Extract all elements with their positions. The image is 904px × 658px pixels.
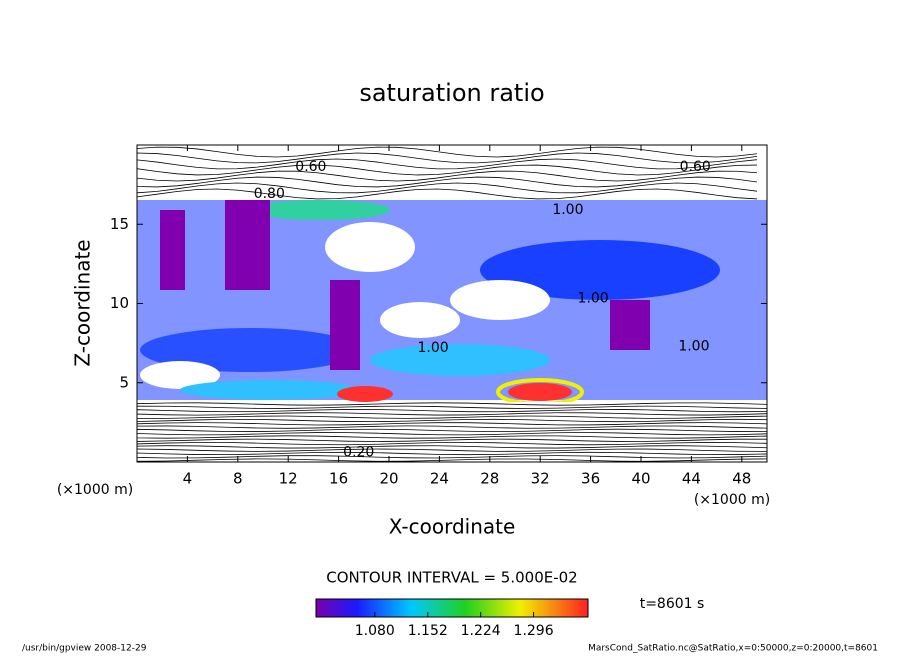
contour-line bbox=[137, 442, 767, 446]
contour-line bbox=[137, 188, 758, 200]
x-unit-left: (×1000 m) bbox=[57, 482, 133, 498]
contour-line bbox=[137, 422, 767, 426]
cloud-blob bbox=[330, 280, 360, 370]
y-tick-label: 15 bbox=[110, 215, 129, 233]
colorbar-tick-label: 1.152 bbox=[408, 623, 448, 639]
contour-line bbox=[137, 455, 767, 459]
chart-title: saturation ratio bbox=[359, 79, 544, 107]
x-tick-label: 32 bbox=[531, 470, 550, 488]
contour-label: 1.00 bbox=[678, 338, 709, 354]
contour-label: 0.80 bbox=[254, 186, 285, 202]
contour-line bbox=[137, 432, 767, 436]
contour-line bbox=[137, 435, 767, 439]
cloud-blob bbox=[480, 240, 720, 300]
contour-label: 0.20 bbox=[343, 444, 374, 460]
contour-line bbox=[137, 425, 767, 429]
contour-line bbox=[137, 170, 758, 182]
colorbar bbox=[315, 598, 589, 618]
cloud-blob bbox=[180, 380, 360, 400]
contour-line bbox=[137, 164, 758, 176]
cloud-blob bbox=[508, 383, 572, 401]
clear-region bbox=[450, 280, 550, 320]
clear-region bbox=[325, 222, 415, 272]
contour-label: 1.00 bbox=[552, 202, 583, 218]
contour-lines bbox=[137, 146, 767, 462]
contour-label: 1.00 bbox=[418, 340, 449, 356]
x-tick-label: 16 bbox=[329, 470, 348, 488]
contour-line bbox=[137, 146, 758, 158]
cloud-blob bbox=[250, 200, 390, 220]
contour-line bbox=[137, 458, 767, 462]
cloud-blob bbox=[610, 300, 650, 350]
contour-line bbox=[137, 448, 767, 452]
footer-left: /usr/bin/gpview 2008-12-29 bbox=[22, 644, 147, 654]
contour-line bbox=[137, 415, 767, 419]
footer-right: MarsCond_SatRatio.nc@SatRatio,x=0:50000,… bbox=[588, 644, 878, 654]
x-tick-label: 8 bbox=[233, 470, 243, 488]
cloud-blob bbox=[370, 344, 550, 376]
contour-line bbox=[137, 182, 758, 194]
y-tick-label: 5 bbox=[119, 373, 129, 391]
contour-label: 0.60 bbox=[295, 159, 326, 175]
clear-region bbox=[380, 302, 460, 338]
x-tick-label: 48 bbox=[732, 470, 751, 488]
field bbox=[137, 145, 767, 462]
x-tick-label: 40 bbox=[631, 470, 650, 488]
x-tick-label: 12 bbox=[279, 470, 298, 488]
x-axis-label: X-coordinate bbox=[389, 515, 516, 539]
contour-line bbox=[137, 409, 767, 413]
contour-line bbox=[137, 445, 767, 449]
x-tick-label: 44 bbox=[682, 470, 701, 488]
contour-line bbox=[137, 152, 758, 164]
cloud-blob bbox=[140, 328, 360, 372]
colorbar-tick-label: 1.296 bbox=[514, 623, 554, 639]
contour-line bbox=[137, 418, 767, 423]
contour-line bbox=[137, 158, 758, 170]
x-unit: (×1000 m) bbox=[694, 492, 770, 508]
cloud-blob bbox=[337, 386, 393, 402]
y-axis-label: Z-coordinate bbox=[71, 239, 95, 366]
time-label: t=8601 s bbox=[640, 596, 705, 612]
x-tick-label: 24 bbox=[430, 470, 449, 488]
y-tick-label: 10 bbox=[110, 294, 129, 312]
contour-line bbox=[137, 402, 767, 406]
clear-region bbox=[140, 361, 220, 389]
x-tick-label: 20 bbox=[379, 470, 398, 488]
contour-line bbox=[137, 428, 767, 433]
cloud-blob bbox=[225, 200, 270, 290]
contour-line bbox=[137, 451, 767, 456]
contour-line bbox=[137, 438, 767, 442]
contour-interval: CONTOUR INTERVAL = 5.000E-02 bbox=[326, 569, 577, 587]
contour-line bbox=[137, 412, 767, 416]
contour-line bbox=[137, 176, 758, 188]
cloud-blob bbox=[160, 210, 185, 290]
contour-label: 1.00 bbox=[578, 291, 609, 307]
contour-line bbox=[137, 405, 767, 409]
colorbar-tick-label: 1.080 bbox=[355, 623, 395, 639]
x-tick-label: 36 bbox=[581, 470, 600, 488]
x-tick-label: 4 bbox=[183, 470, 193, 488]
colorbar-tick-label: 1.224 bbox=[461, 623, 501, 639]
x-tick-label: 28 bbox=[480, 470, 499, 488]
contour-label: 0.60 bbox=[680, 159, 711, 175]
